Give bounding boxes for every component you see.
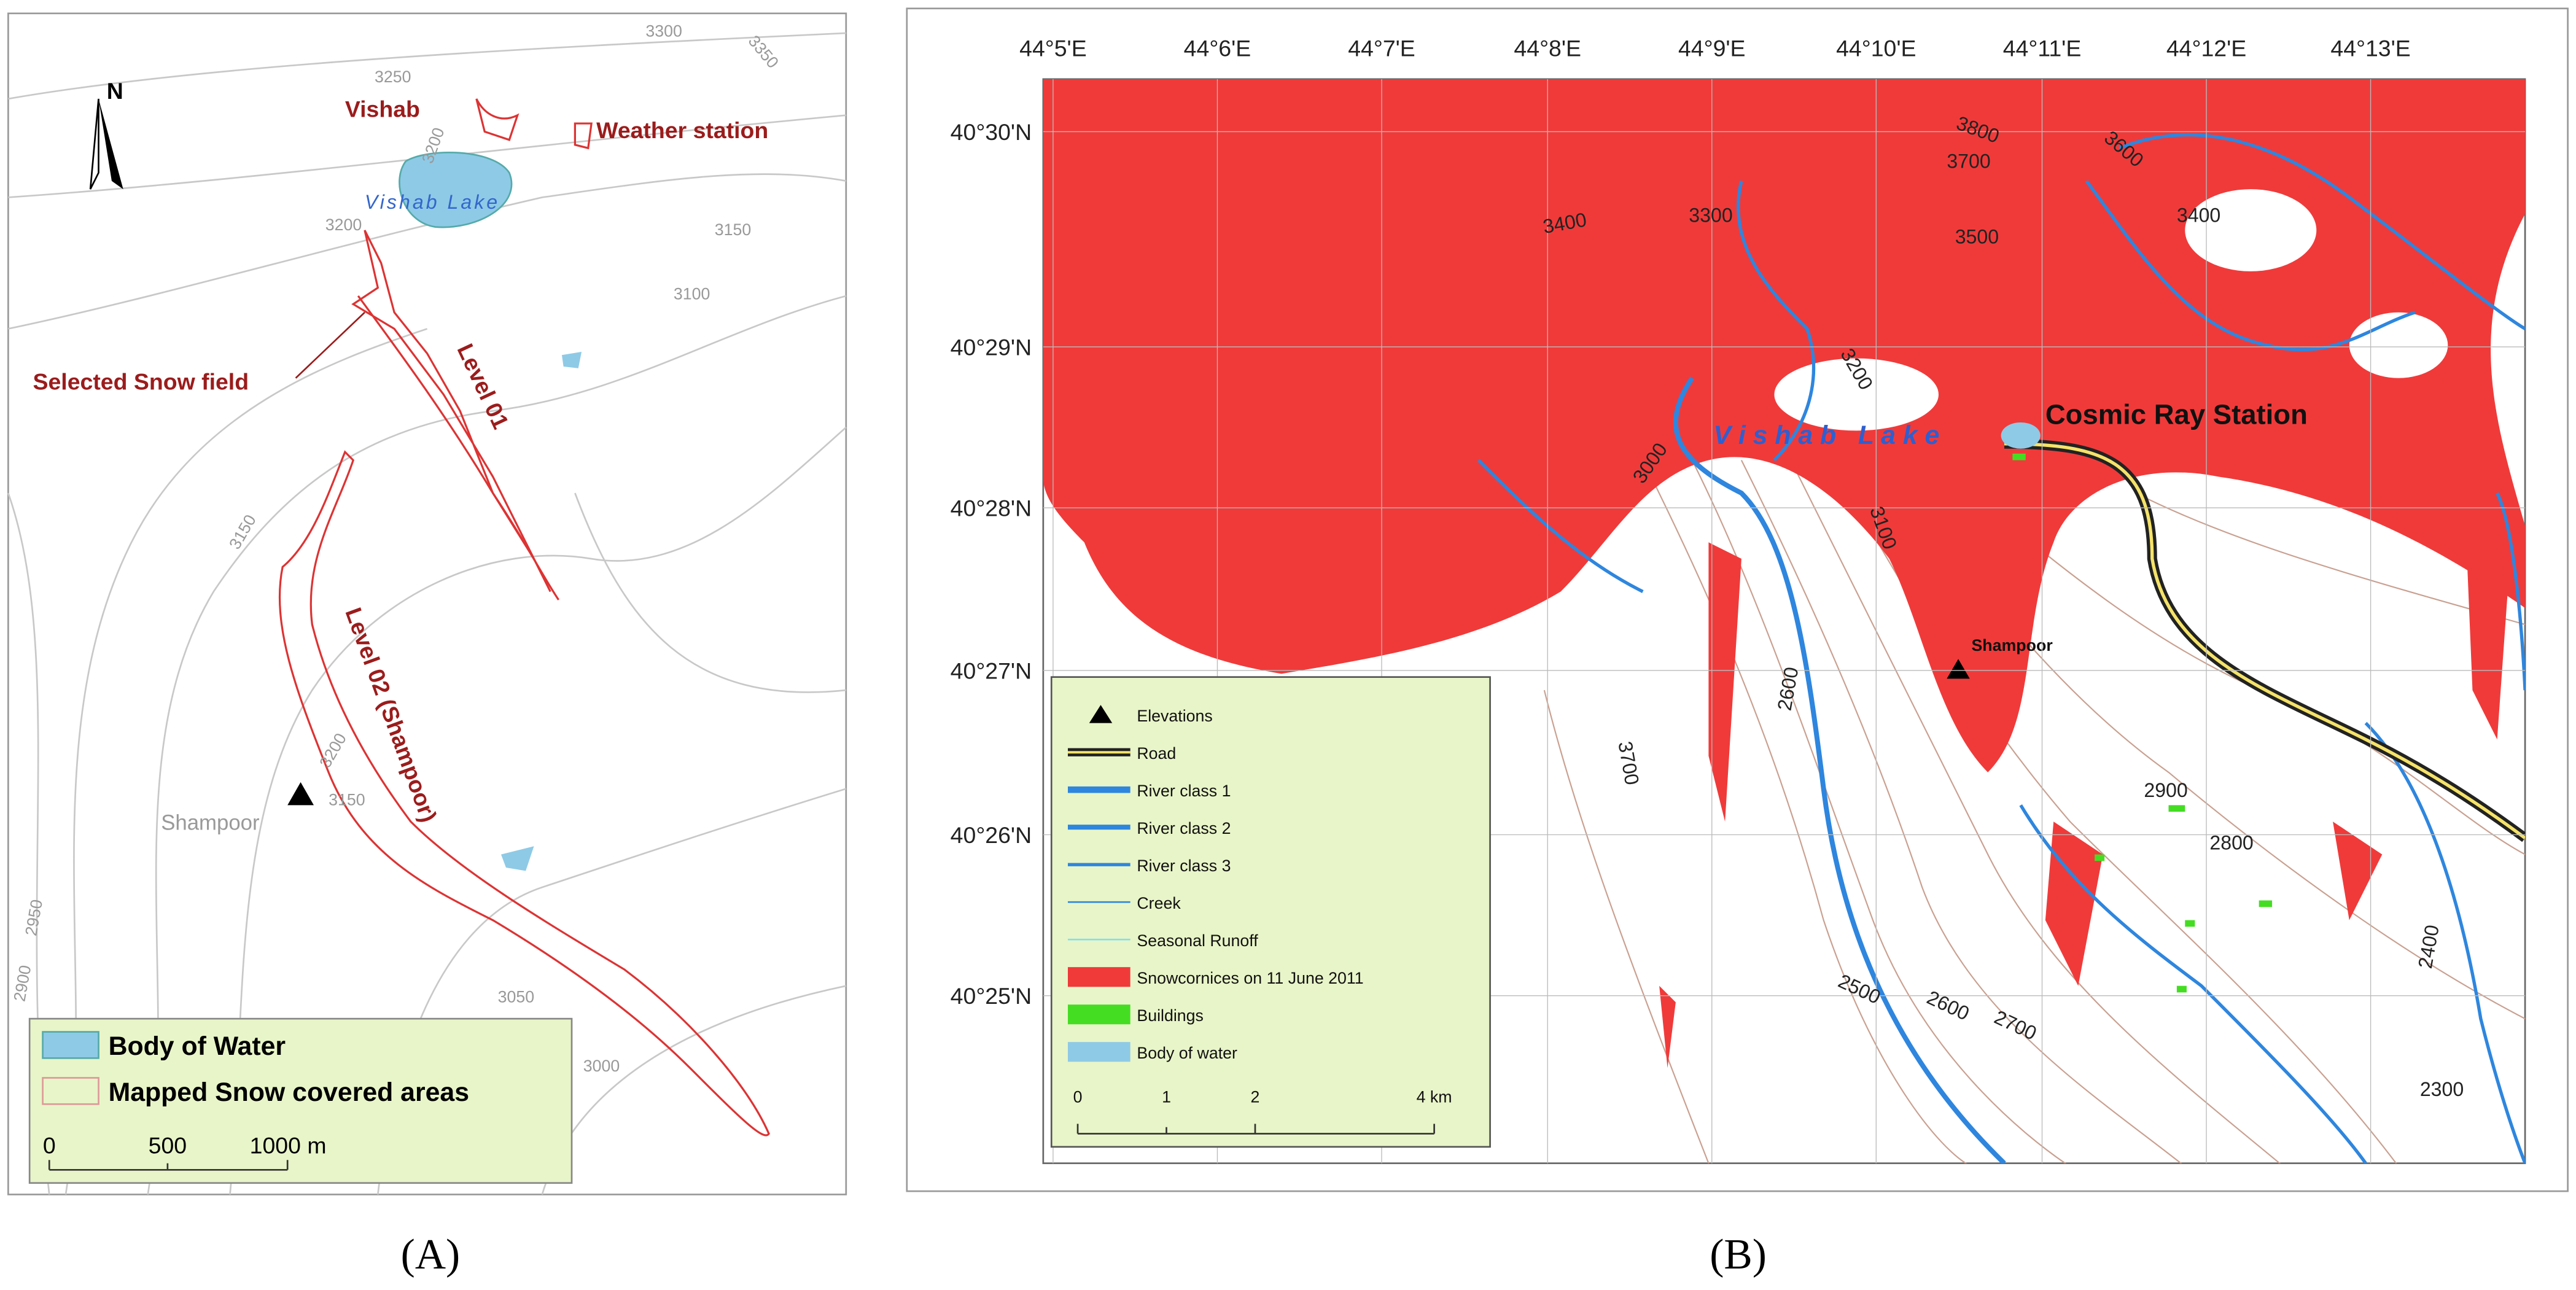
scale-bar bbox=[1076, 1124, 1435, 1135]
x-tick-label: 44°6'E bbox=[1184, 35, 1251, 61]
legend-swatch bbox=[1067, 1004, 1130, 1025]
lake bbox=[2001, 422, 2041, 449]
contour-label: 3250 bbox=[375, 68, 411, 86]
label: Shampoor bbox=[161, 811, 259, 834]
legend-label: Elevations bbox=[1137, 707, 1212, 725]
x-tick-label: 44°5'E bbox=[1019, 35, 1087, 61]
label: Cosmic Ray Station bbox=[2045, 399, 2308, 430]
legend-swatch bbox=[42, 1031, 99, 1059]
label: Selected Snow field bbox=[33, 368, 249, 394]
y-tick-label: 40°28'N bbox=[951, 495, 1032, 521]
road bbox=[2004, 442, 2526, 840]
label: Vishab Lake bbox=[365, 191, 500, 213]
contour-label: 3150 bbox=[715, 220, 752, 239]
panel-b: Shampoor Cosmic Ray Station V i s h a b … bbox=[906, 7, 2569, 1192]
legend-label: River class 1 bbox=[1137, 782, 1231, 800]
x-tick-label: 44°8'E bbox=[1514, 35, 1581, 61]
x-tick-label: 44°12'E bbox=[2166, 35, 2246, 61]
contour-label: 3300 bbox=[645, 21, 682, 40]
contour-label: 2900 bbox=[2144, 779, 2187, 801]
snow-outlines bbox=[278, 98, 770, 1137]
legend-label: Body of water bbox=[1137, 1044, 1237, 1062]
legend-label: River class 2 bbox=[1137, 819, 1231, 837]
label: Shampoor bbox=[1971, 636, 2052, 655]
legend-label: River class 3 bbox=[1137, 857, 1231, 875]
y-tick-label: 40°25'N bbox=[951, 983, 1032, 1009]
y-tick-label: 40°27'N bbox=[951, 658, 1032, 683]
x-tick-label: 44°9'E bbox=[1678, 35, 1746, 61]
y-tick-label: 40°29'N bbox=[951, 334, 1032, 360]
pond bbox=[500, 846, 534, 871]
lake bbox=[399, 152, 513, 228]
x-tick-label: 44°10'E bbox=[1836, 35, 1916, 61]
contours bbox=[7, 32, 847, 1195]
x-tick-label: 44°13'E bbox=[2330, 35, 2410, 61]
legend-entries: Elevations Road River class 1 River class 2… bbox=[1067, 705, 1364, 1062]
caption: (B) bbox=[1710, 1231, 1767, 1278]
legend-swatch bbox=[1067, 967, 1130, 987]
y-tick-label: 40°26'N bbox=[951, 822, 1032, 848]
panel-a: N Vishab Weather station Vishab Lake Sel… bbox=[7, 12, 847, 1195]
contour-label: 3700 bbox=[1947, 150, 1990, 172]
contour-label: 2800 bbox=[2209, 832, 2253, 854]
leader bbox=[295, 311, 365, 379]
label: Weather station bbox=[596, 117, 768, 143]
contour-label: 2300 bbox=[2420, 1078, 2464, 1100]
buildings bbox=[2012, 453, 2273, 993]
legend bbox=[28, 1017, 573, 1184]
ticks: 44°5'E 44°6'E 44°7'E 44°8'E 44°9'E 44°10'E 44°… bbox=[951, 35, 2526, 1164]
north-arrow bbox=[98, 98, 123, 190]
scale-bar bbox=[48, 1160, 289, 1171]
contour-label: 3500 bbox=[1955, 225, 1999, 247]
scale-label: 500 bbox=[149, 1133, 187, 1159]
label: Vishab bbox=[345, 96, 420, 122]
contour-label: 3400 bbox=[2177, 204, 2220, 227]
legend-label: Buildings bbox=[1137, 1006, 1204, 1025]
legend-label: Mapped Snow covered areas bbox=[109, 1078, 469, 1107]
contour-label: 3050 bbox=[498, 987, 535, 1006]
north-arrow bbox=[89, 98, 99, 190]
legend-swatch bbox=[1089, 705, 1113, 723]
elevation-marker bbox=[287, 782, 314, 806]
scale-label: 0 bbox=[1073, 1088, 1083, 1106]
rivers bbox=[1477, 133, 2526, 1164]
label: V i s h a b L a k e bbox=[1713, 421, 1939, 450]
north-label: N bbox=[107, 78, 123, 104]
scale-label: 1 bbox=[1162, 1088, 1171, 1106]
x-tick-label: 44°11'E bbox=[2003, 35, 2082, 61]
snow-cornices bbox=[1043, 79, 2526, 1068]
legend-swatch bbox=[1067, 1042, 1130, 1062]
contour-label: 3150 bbox=[329, 790, 365, 809]
legend-label: Road bbox=[1137, 744, 1176, 763]
legend-label: Seasonal Runoff bbox=[1137, 931, 1258, 950]
x-tick-label: 44°7'E bbox=[1348, 35, 1415, 61]
scale-label: 4 km bbox=[1417, 1088, 1452, 1106]
caption: (A) bbox=[401, 1231, 461, 1278]
scale-label: 0 bbox=[43, 1133, 56, 1159]
legend-swatch bbox=[42, 1077, 99, 1105]
contour-label: 3200 bbox=[325, 216, 362, 234]
contours bbox=[1543, 460, 2526, 1164]
y-tick-label: 40°30'N bbox=[951, 119, 1032, 145]
elevation-marker bbox=[1947, 659, 1970, 679]
legend-label: Creek bbox=[1137, 894, 1181, 912]
scale-label: 1000 m bbox=[250, 1133, 327, 1159]
contour-label: 3100 bbox=[674, 284, 710, 303]
contour-label: 3300 bbox=[1689, 204, 1732, 227]
scale-label: 2 bbox=[1251, 1088, 1260, 1106]
legend-label: Body of Water bbox=[109, 1032, 286, 1061]
pond bbox=[561, 351, 582, 368]
legend-label: Snowcornices on 11 June 2011 bbox=[1137, 969, 1363, 987]
contour-label: 3000 bbox=[583, 1057, 620, 1075]
legend bbox=[1050, 676, 1491, 1148]
